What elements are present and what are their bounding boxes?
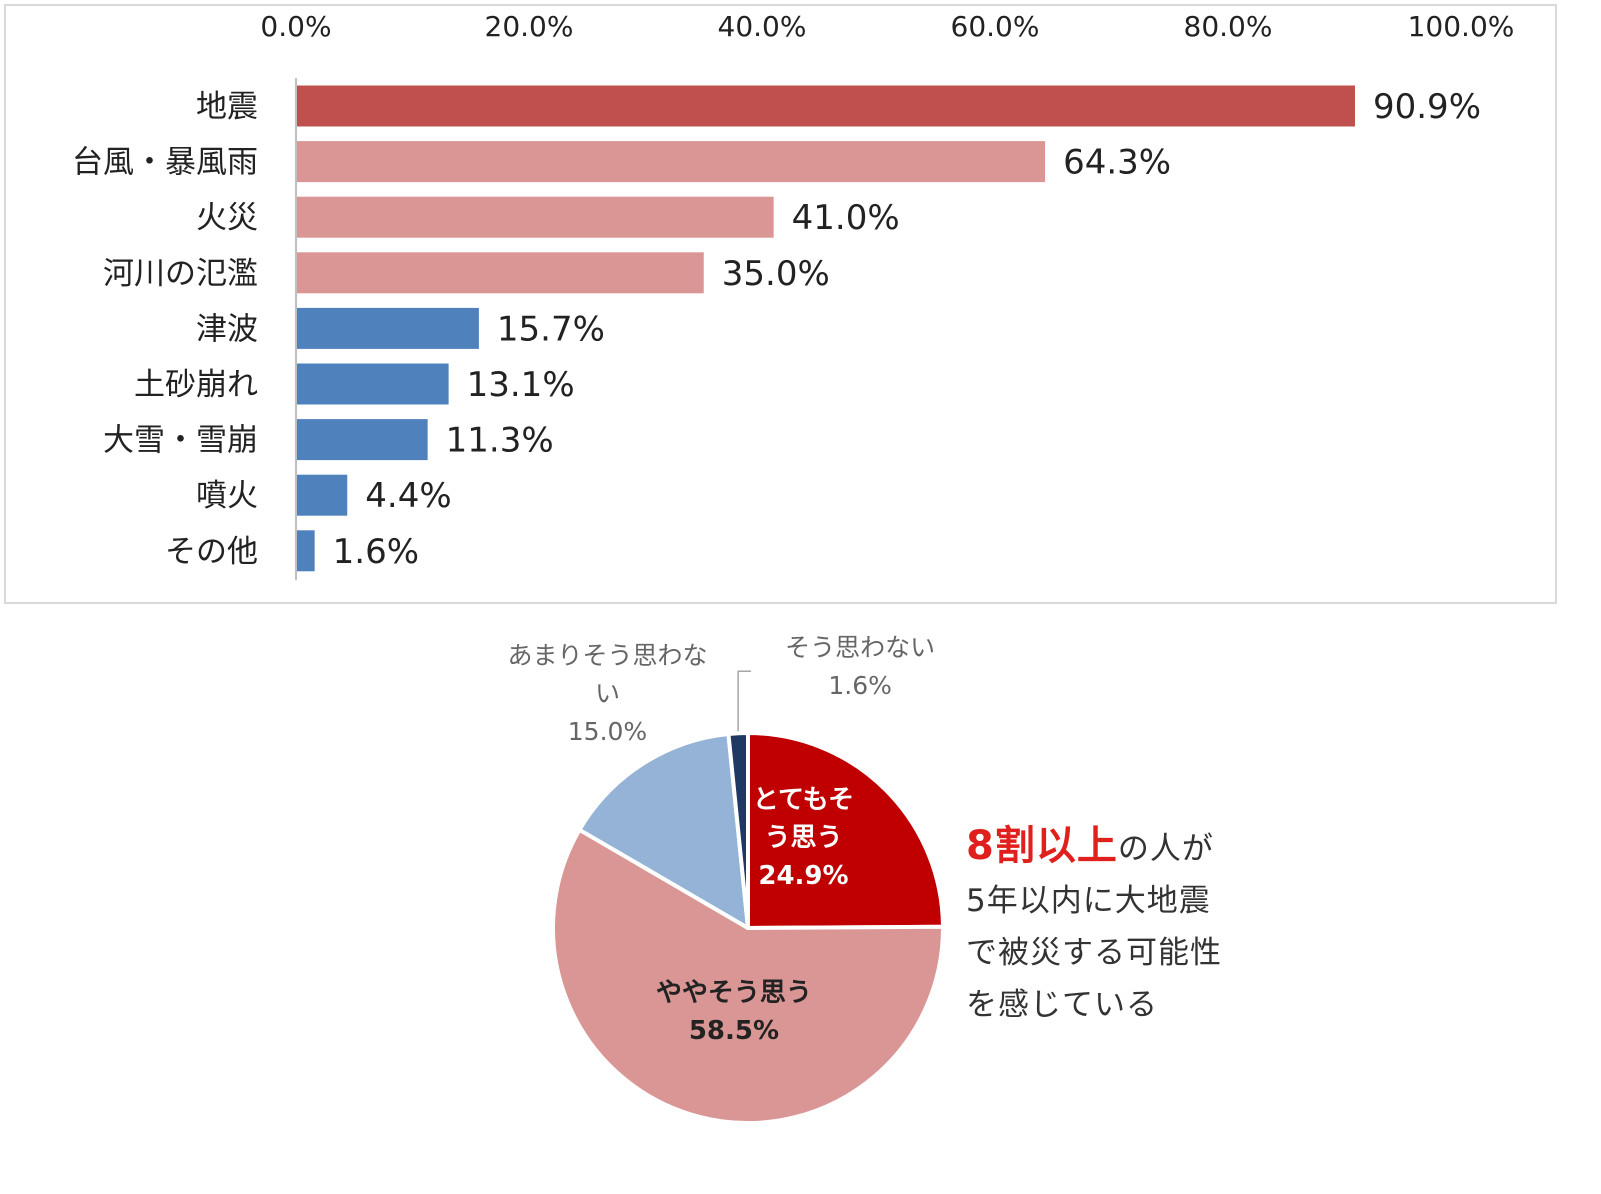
category-label: 台風・暴風雨 bbox=[72, 145, 258, 181]
category-label: 津波 bbox=[196, 311, 258, 347]
callout-line-2: 5年以内に大地震 bbox=[966, 883, 1211, 919]
bar bbox=[297, 85, 1355, 127]
data-label: 4.4% bbox=[365, 476, 451, 516]
category-label: 河川の氾濫 bbox=[103, 256, 258, 292]
slice-label: ややそう思う bbox=[656, 978, 812, 1008]
category-label: その他 bbox=[165, 534, 258, 570]
callout-line-1-rest: の人が bbox=[1117, 831, 1214, 867]
bar-chart-panel: 0.0% 20.0% 40.0% 60.0% 80.0% 100.0% 地震 90.9% 台風・… bbox=[4, 4, 1557, 604]
leader-line bbox=[737, 670, 752, 732]
data-label: 11.3% bbox=[446, 421, 554, 461]
category-label: 噴火 bbox=[196, 478, 258, 514]
data-label: 64.3% bbox=[1063, 143, 1171, 183]
data-label: 1.6% bbox=[333, 532, 419, 572]
x-tick-label: 0.0% bbox=[260, 10, 331, 43]
callout-line-1: 8割以上の人が bbox=[966, 820, 1222, 875]
callout-line-4: を感じている bbox=[966, 987, 1158, 1023]
data-label: 15.7% bbox=[497, 309, 605, 349]
slice-label: 58.5% bbox=[689, 1016, 779, 1046]
bar bbox=[297, 141, 1046, 183]
data-label: 41.0% bbox=[792, 198, 900, 238]
slice-label: い bbox=[595, 679, 620, 708]
x-tick-label: 100.0% bbox=[1408, 10, 1515, 43]
x-tick-label: 20.0% bbox=[485, 10, 574, 43]
callout-highlight: 8割以上 bbox=[966, 823, 1118, 869]
x-tick-label: 60.0% bbox=[951, 10, 1040, 43]
category-label: 地震 bbox=[196, 89, 258, 125]
x-tick-label: 80.0% bbox=[1184, 10, 1273, 43]
bar bbox=[297, 307, 479, 349]
slice-label: そう思わない bbox=[785, 633, 935, 662]
data-label: 90.9% bbox=[1373, 87, 1481, 127]
category-label: 土砂崩れ bbox=[134, 367, 258, 403]
callout-text: 8割以上の人が 5年以内に大地震 で被災する可能性 を感じている bbox=[966, 820, 1222, 1031]
pie-slice bbox=[726, 731, 750, 930]
bar bbox=[297, 252, 704, 294]
slice-label: とてもそ bbox=[753, 785, 854, 815]
bar bbox=[297, 530, 315, 572]
callout-line-3: で被災する可能性 bbox=[966, 935, 1222, 971]
bar bbox=[297, 474, 348, 516]
category-label: 火災 bbox=[196, 200, 258, 236]
bar bbox=[297, 419, 428, 461]
data-label: 13.1% bbox=[467, 365, 575, 405]
slice-label: う思う bbox=[764, 823, 842, 853]
data-label: 35.0% bbox=[722, 254, 830, 294]
pie-slice bbox=[746, 731, 945, 930]
bar-chart: 0.0% 20.0% 40.0% 60.0% 80.0% 100.0% 地震 90.9% 台風・… bbox=[72, 10, 1515, 580]
slice-label: 15.0% bbox=[568, 717, 647, 746]
x-tick-label: 40.0% bbox=[718, 10, 807, 43]
slice-label: 1.6% bbox=[828, 671, 892, 700]
slice-label: あまりそう思わな bbox=[507, 641, 707, 670]
slice-label: 24.9% bbox=[758, 861, 848, 891]
pie-slice bbox=[577, 731, 750, 930]
bar bbox=[297, 363, 449, 405]
pie-slice bbox=[551, 827, 945, 1125]
bar bbox=[297, 196, 774, 238]
category-label: 大雪・雪崩 bbox=[103, 423, 258, 459]
